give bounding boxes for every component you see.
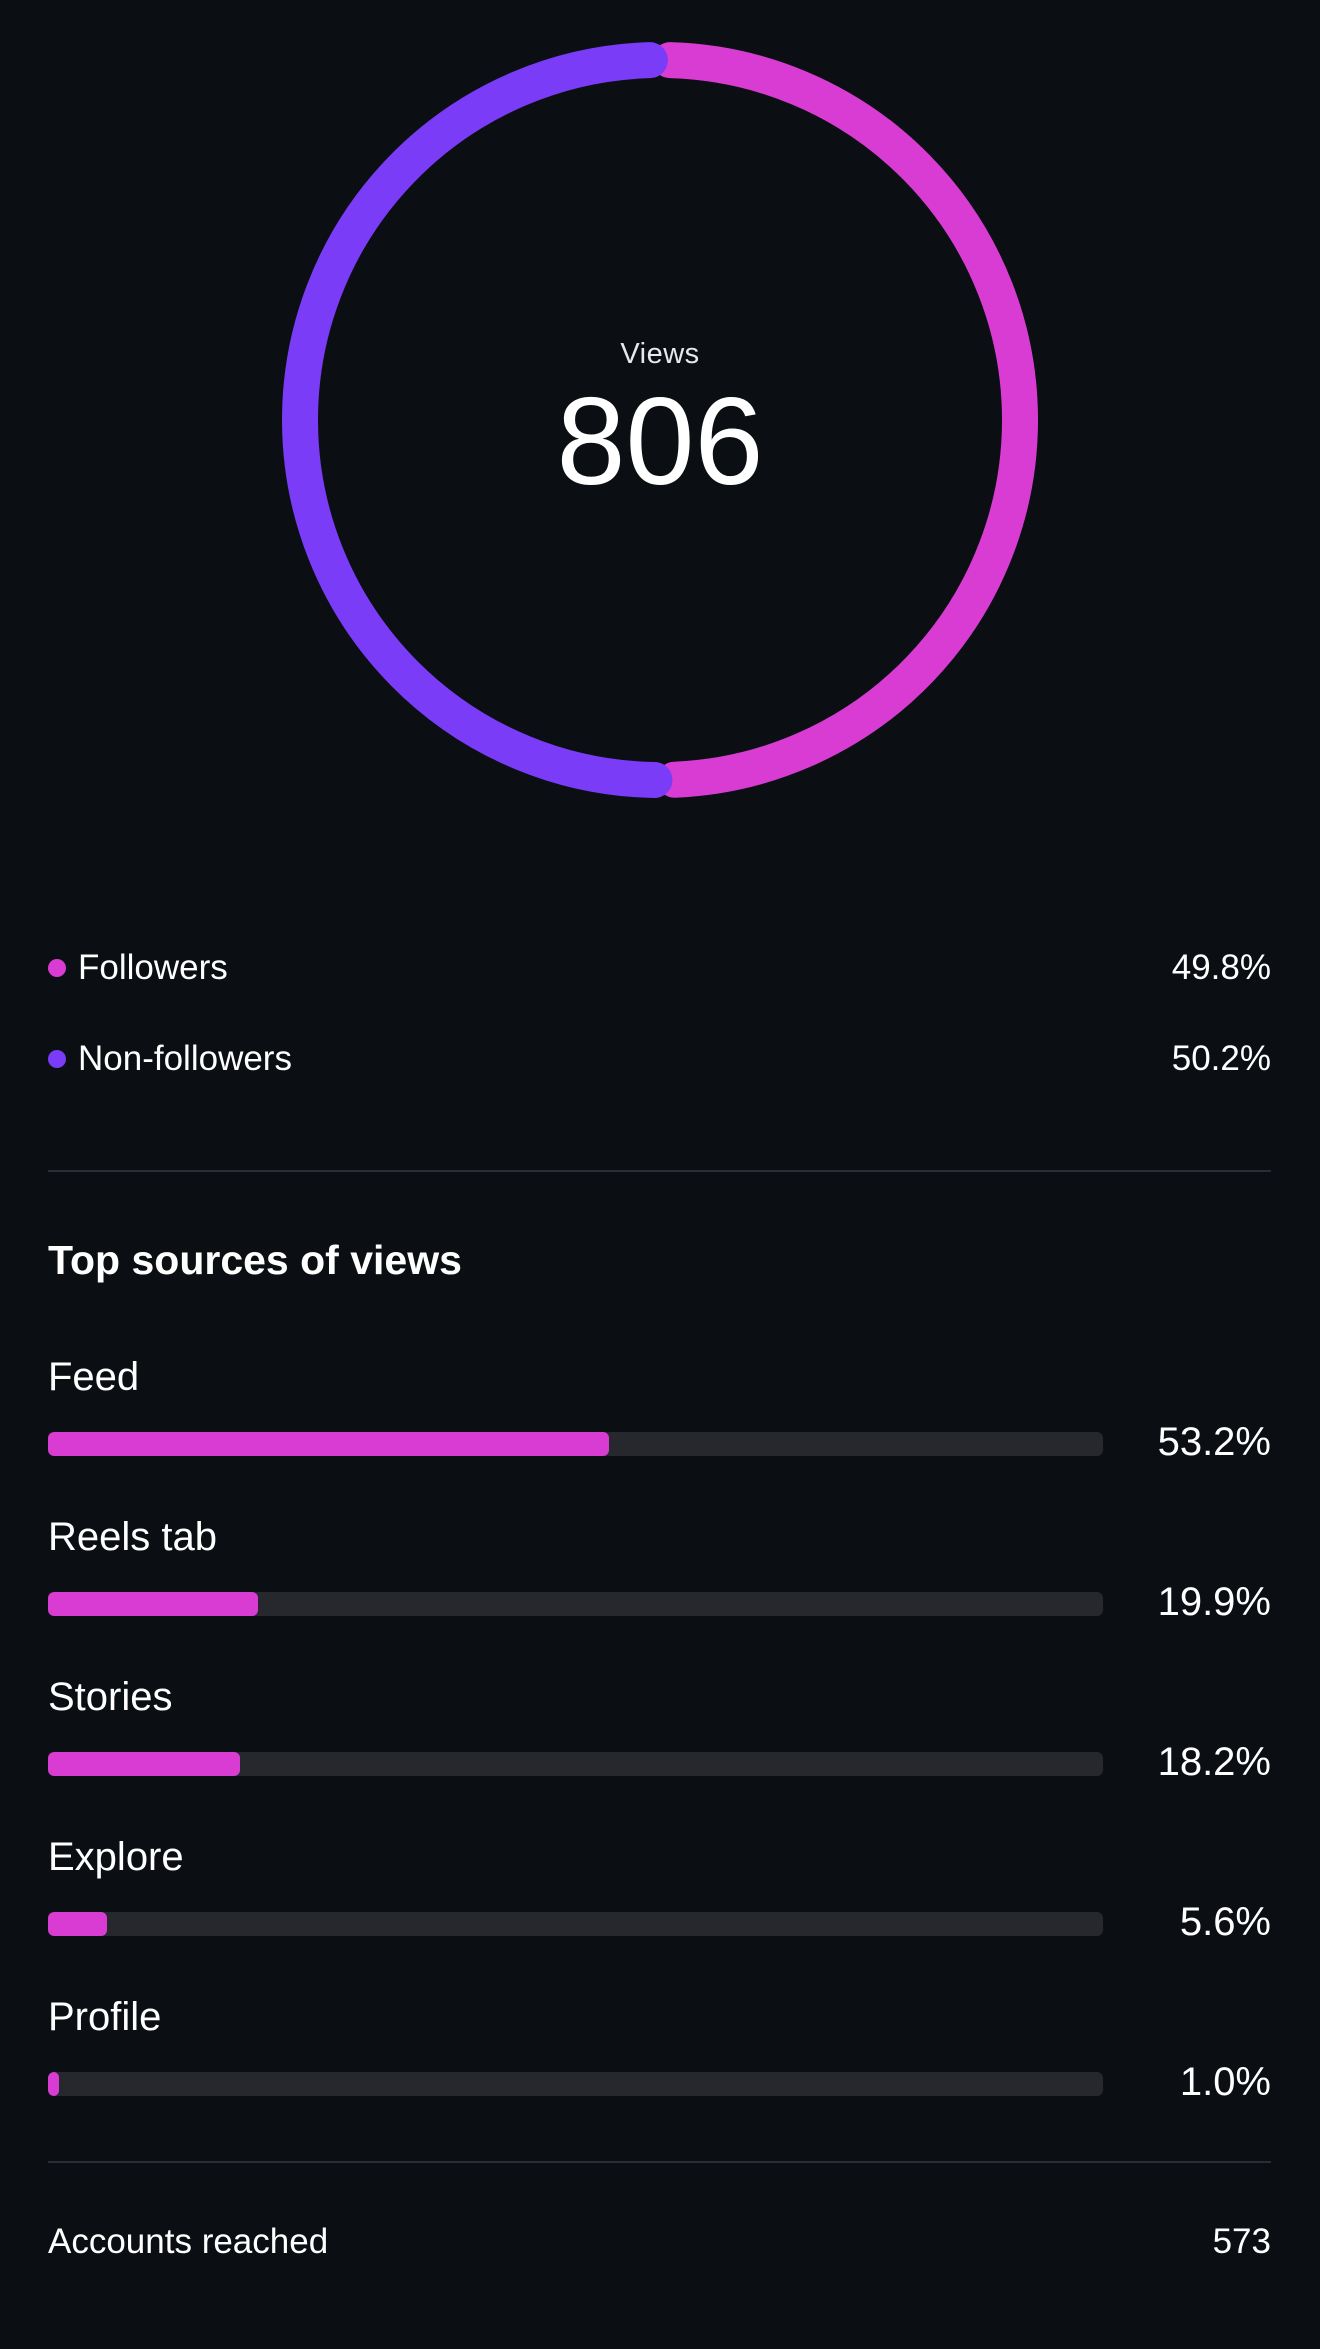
source-value: 53.2% [1157,1420,1271,1464]
divider [48,2161,1271,2163]
source-label: Explore [48,1835,184,1879]
accounts-reached-label: Accounts reached [48,2222,329,2261]
followers-dot-icon [48,959,66,977]
source-bar-fill [48,2072,59,2096]
legend-followers-value: 49.8% [1171,948,1271,987]
source-bar-track [48,1912,1103,1936]
accounts-reached-row: Accounts reached 573 [48,2222,1271,2262]
source-value: 18.2% [1157,1740,1271,1784]
source-bar-track [48,1592,1103,1616]
accounts-reached-value: 573 [1212,2222,1271,2261]
donut-svg [282,42,1038,798]
views-donut-chart: Views 806 [280,40,1040,800]
source-label: Stories [48,1675,173,1719]
legend-followers-label: Followers [78,948,228,987]
donut-segment-followers [652,42,1038,798]
non-followers-dot-icon [48,1050,66,1068]
source-value: 5.6% [1179,1900,1271,1944]
views-count: 806 [556,373,764,511]
source-stories: Stories 18.2% [48,1675,1271,1805]
source-label: Reels tab [48,1515,217,1559]
source-explore: Explore 5.6% [48,1835,1271,1965]
donut-segment-non-followers [282,42,673,798]
source-bar-track [48,1432,1103,1456]
legend-non-followers: Non-followers 50.2% [48,1034,1271,1084]
legend-non-followers-value: 50.2% [1171,1039,1271,1078]
views-label: Views [620,338,700,370]
source-feed: Feed 53.2% [48,1355,1271,1485]
source-bar-track [48,1752,1103,1776]
legend-followers: Followers 49.8% [48,943,1271,993]
section-title: Top sources of views [48,1237,462,1283]
source-bar-fill [48,1752,240,1776]
source-profile: Profile 1.0% [48,1995,1271,2125]
source-value: 1.0% [1179,2060,1271,2104]
source-label: Feed [48,1355,140,1399]
source-bar-fill [48,1592,258,1616]
source-bar-fill [48,1432,610,1456]
divider [48,1170,1271,1172]
source-reels-tab: Reels tab 19.9% [48,1515,1271,1645]
legend-non-followers-label: Non-followers [78,1039,292,1078]
source-value: 19.9% [1157,1580,1271,1624]
source-bar-track [48,2072,1103,2096]
source-bar-fill [48,1912,108,1936]
source-label: Profile [48,1995,162,2039]
